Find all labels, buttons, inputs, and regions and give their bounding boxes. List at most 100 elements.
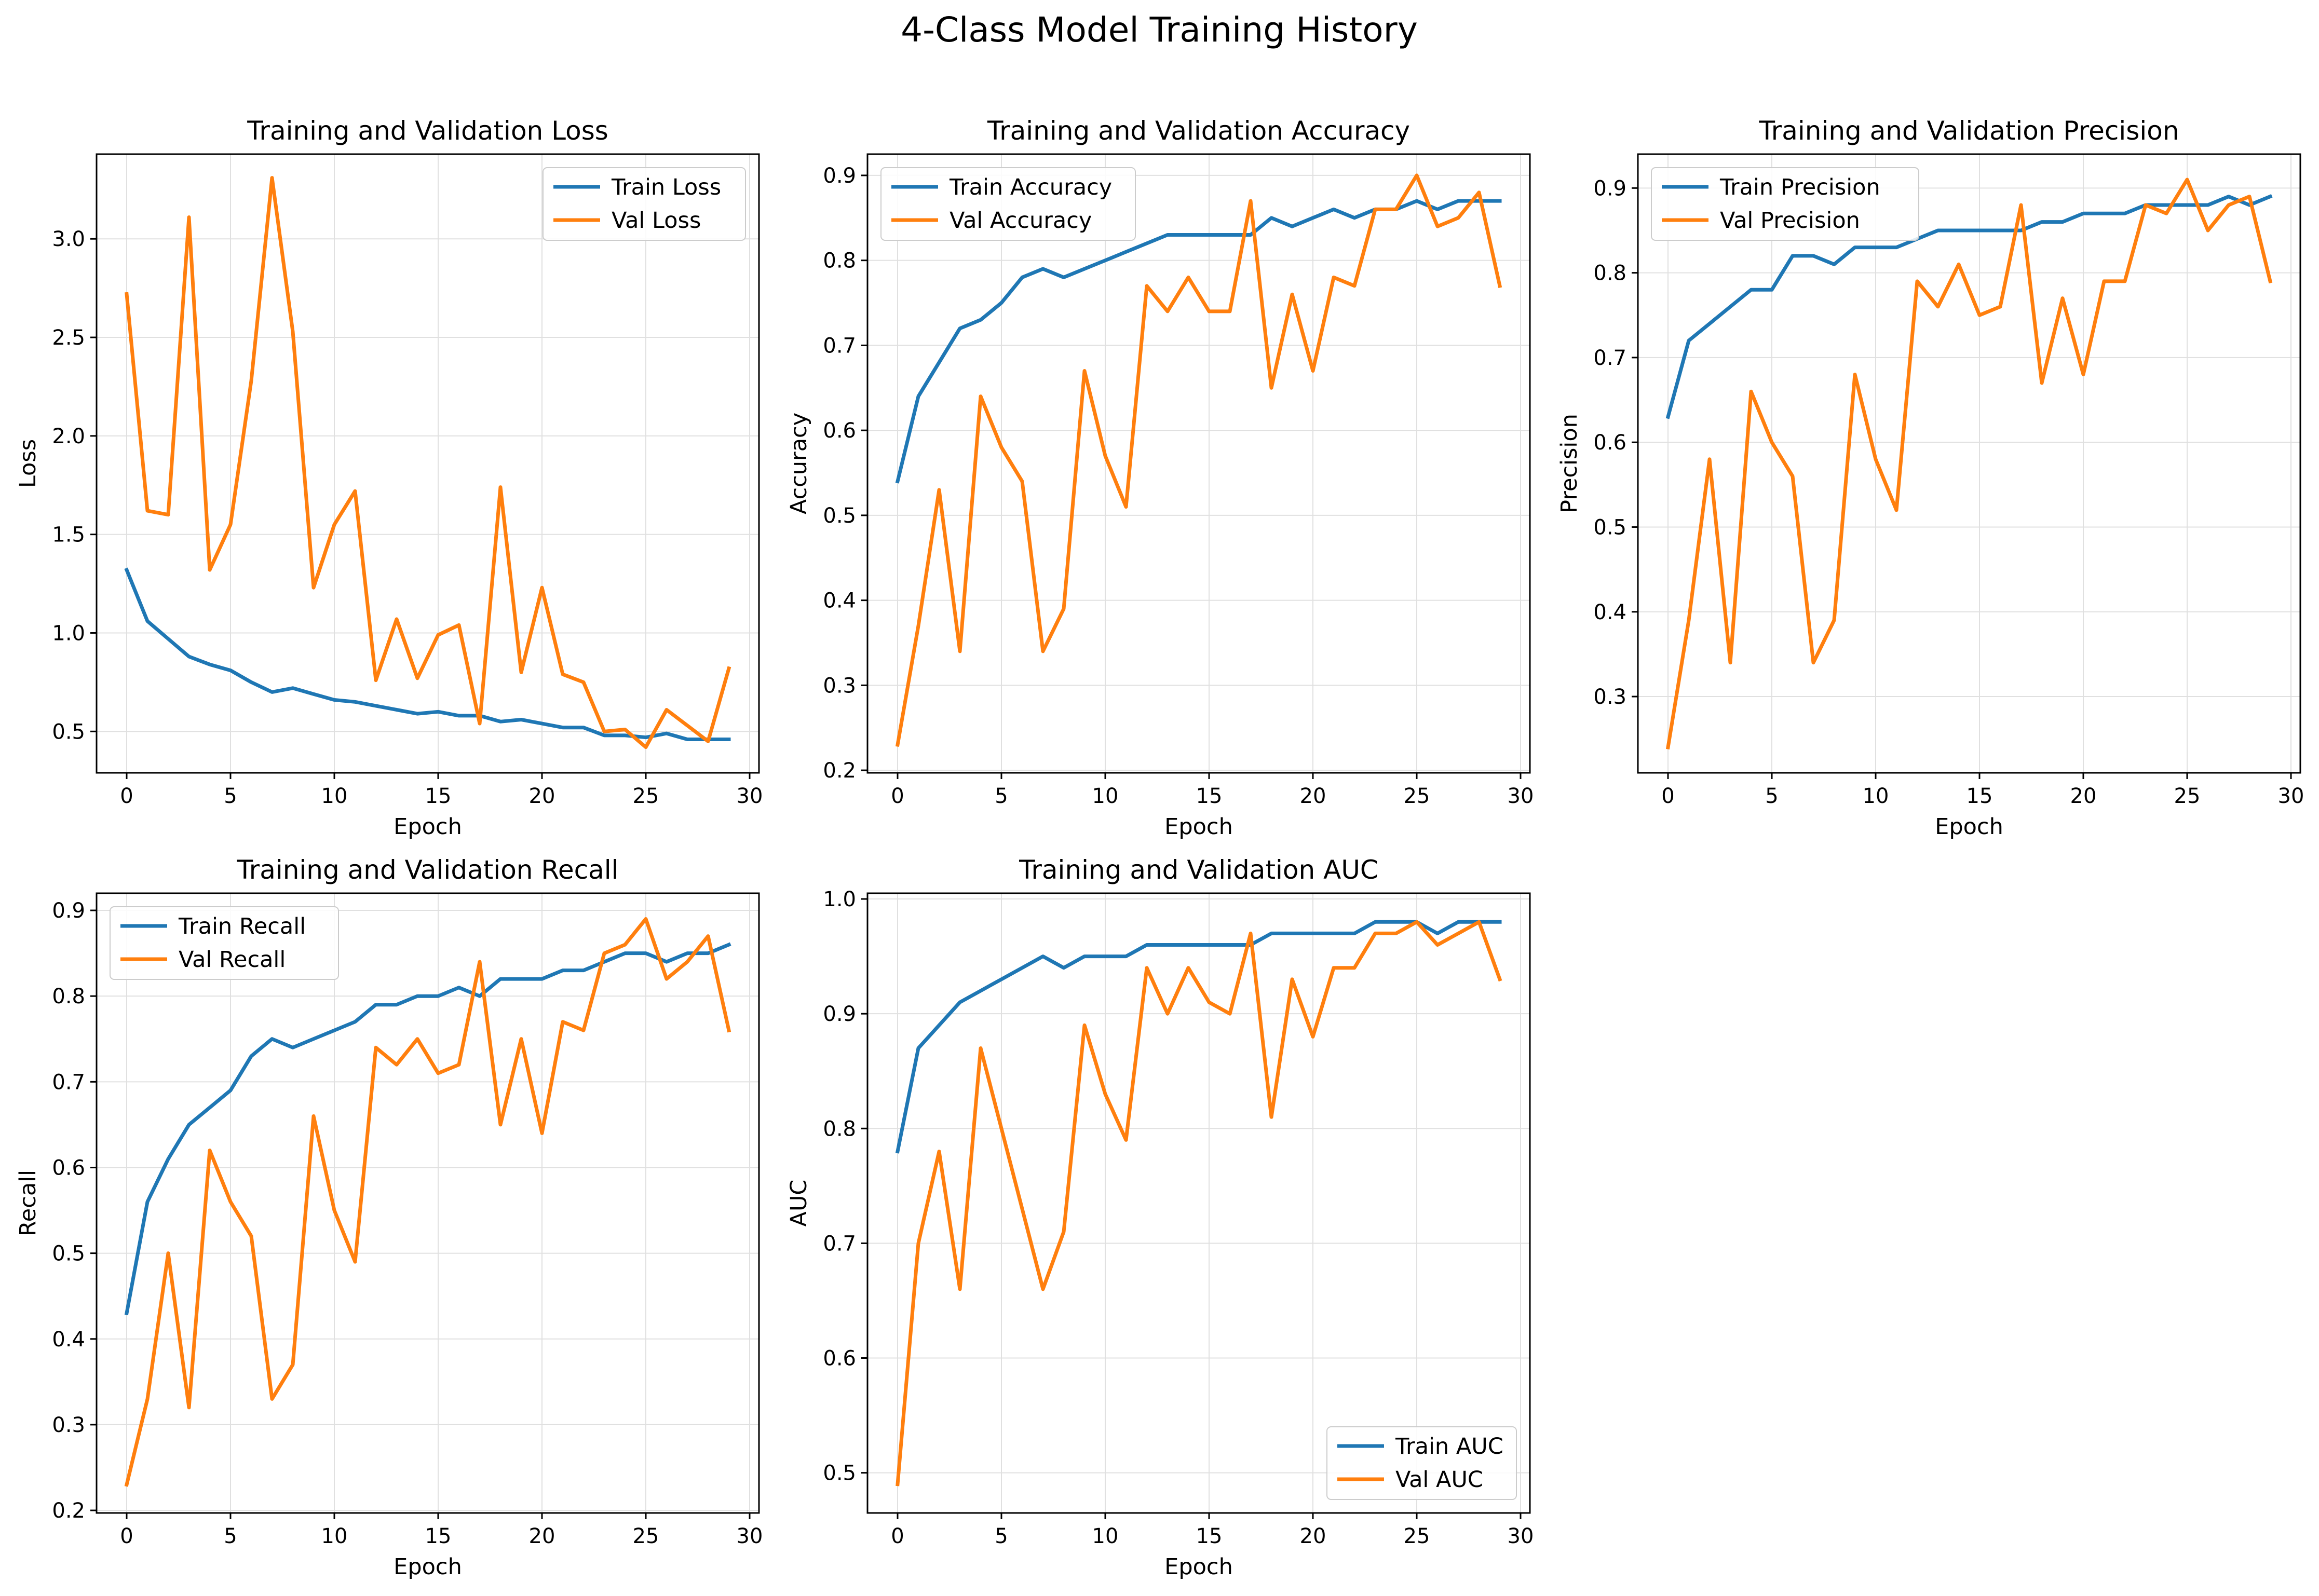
y-tick-label: 0.5 bbox=[1593, 515, 1626, 539]
x-tick-label: 15 bbox=[1196, 784, 1223, 808]
legend-label: Val Accuracy bbox=[950, 208, 1092, 234]
x-tick-label: 20 bbox=[2070, 784, 2097, 808]
x-tick-label: 0 bbox=[1661, 784, 1674, 808]
series-line-train-loss bbox=[124, 567, 731, 741]
y-axis-label: AUC bbox=[786, 1180, 812, 1227]
y-tick-label: 0.9 bbox=[1593, 176, 1626, 200]
y-tick-label: 0.4 bbox=[823, 589, 856, 613]
legend-label: Val Loss bbox=[612, 208, 701, 234]
x-tick-label: 30 bbox=[1508, 784, 1534, 808]
x-axis-label: Epoch bbox=[394, 1554, 462, 1580]
y-tick-label: 0.8 bbox=[823, 1117, 856, 1141]
y-tick-label: 0.7 bbox=[823, 334, 856, 358]
x-axis-label: Epoch bbox=[1164, 1554, 1233, 1580]
y-tick-label: 2.0 bbox=[52, 425, 85, 448]
legend-label: Train Loss bbox=[611, 174, 721, 200]
y-tick-label: 0.7 bbox=[1593, 346, 1626, 370]
y-tick-label: 0.5 bbox=[823, 1462, 856, 1485]
series-line-val-accuracy bbox=[895, 173, 1502, 747]
y-tick-label: 0.5 bbox=[52, 720, 85, 744]
y-tick-label: 0.6 bbox=[52, 1156, 85, 1180]
y-tick-label: 0.5 bbox=[823, 504, 856, 528]
y-axis-label: Accuracy bbox=[786, 413, 812, 514]
series-line-val-loss bbox=[125, 176, 731, 749]
y-tick-label: 0.7 bbox=[823, 1232, 856, 1256]
subplot-accuracy: 0 5 10 15 20 25 30 0.2 0.3 0.4 0.5 0.6 0.7 0.8 0.9 Trai… bbox=[786, 116, 1534, 840]
y-tick-label: 0.4 bbox=[52, 1328, 85, 1352]
y-tick-label: 0.3 bbox=[1593, 685, 1626, 709]
series-line-val-auc bbox=[896, 920, 1502, 1486]
axes-frame bbox=[866, 153, 1531, 774]
y-axis-label: Loss bbox=[15, 439, 41, 488]
subplot-recall: 0 5 10 15 20 25 30 0.2 0.3 0.4 0.5 0.6 0.7 0.8 0.9 Trai… bbox=[15, 855, 763, 1580]
y-tick-label: 0.3 bbox=[52, 1413, 85, 1437]
legend-label: Val Recall bbox=[179, 947, 286, 973]
y-tick-label: 0.9 bbox=[823, 164, 856, 188]
legend: Train Recall Val Recall bbox=[110, 906, 339, 980]
y-tick-label: 0.6 bbox=[823, 419, 856, 443]
subplot-loss: 0 5 10 15 20 25 30 0.5 1.0 1.5 2.0 2.5 3.0 Training a… bbox=[15, 116, 763, 840]
figure-title: 4-Class Model Training History bbox=[901, 10, 1418, 50]
legend: Train Precision Val Precision bbox=[1651, 167, 1919, 241]
y-tick-label: 0.6 bbox=[1593, 431, 1626, 455]
y-axis-label: Recall bbox=[15, 1170, 41, 1236]
subplot-title: Training and Validation Loss bbox=[247, 116, 608, 146]
x-tick-label: 10 bbox=[321, 784, 348, 808]
x-tick-label: 25 bbox=[1404, 1524, 1430, 1548]
x-tick-label: 10 bbox=[321, 1524, 348, 1548]
x-tick-label: 25 bbox=[633, 1524, 659, 1548]
y-tick-label: 0.5 bbox=[52, 1242, 85, 1266]
y-tick-label: 0.6 bbox=[823, 1347, 856, 1371]
x-tick-label: 5 bbox=[995, 1524, 1008, 1548]
x-tick-label: 0 bbox=[120, 1524, 133, 1548]
y-tick-label: 0.3 bbox=[823, 674, 856, 698]
series-line-train-accuracy bbox=[895, 199, 1502, 484]
legend-label: Train Accuracy bbox=[949, 174, 1112, 200]
axes-frame bbox=[866, 892, 1531, 1514]
x-tick-label: 30 bbox=[2278, 784, 2304, 808]
x-tick-label: 5 bbox=[1765, 784, 1778, 808]
x-tick-label: 0 bbox=[891, 1524, 904, 1548]
series-line-train-recall bbox=[124, 942, 731, 1316]
axes-frame bbox=[96, 892, 760, 1514]
x-tick-label: 30 bbox=[1508, 1524, 1534, 1548]
subplot-precision: 0 5 10 15 20 25 30 0.3 0.4 0.5 0.6 0.7 0.8 0.9 Trainin… bbox=[1556, 116, 2304, 840]
series-line-val-recall bbox=[124, 917, 731, 1487]
legend-label: Train AUC bbox=[1395, 1434, 1503, 1459]
legend: Train Loss Val Loss bbox=[543, 167, 746, 241]
x-tick-label: 30 bbox=[737, 1524, 763, 1548]
x-tick-label: 10 bbox=[1863, 784, 1889, 808]
x-tick-label: 25 bbox=[1404, 784, 1430, 808]
x-tick-label: 20 bbox=[529, 784, 555, 808]
x-tick-label: 15 bbox=[1967, 784, 1993, 808]
x-tick-label: 15 bbox=[1196, 1524, 1223, 1548]
x-tick-label: 5 bbox=[995, 784, 1008, 808]
subplot-title: Training and Validation Precision bbox=[1758, 116, 2179, 146]
x-tick-label: 30 bbox=[737, 784, 763, 808]
y-tick-label: 2.5 bbox=[52, 326, 85, 350]
axes-frame bbox=[1637, 153, 2301, 774]
axes-frame bbox=[96, 153, 760, 774]
x-tick-label: 20 bbox=[1300, 784, 1326, 808]
legend-box bbox=[1651, 167, 1919, 241]
y-tick-label: 0.7 bbox=[52, 1070, 85, 1094]
y-tick-label: 3.0 bbox=[52, 227, 85, 251]
x-axis-label: Epoch bbox=[1935, 814, 2003, 840]
y-tick-label: 0.9 bbox=[823, 1002, 856, 1026]
legend-box bbox=[880, 167, 1136, 241]
y-tick-label: 0.2 bbox=[52, 1499, 85, 1523]
y-tick-label: 0.8 bbox=[1593, 262, 1626, 285]
series-line-val-precision bbox=[1665, 178, 2273, 750]
x-tick-label: 10 bbox=[1092, 1524, 1119, 1548]
legend-label: Train Precision bbox=[1719, 174, 1880, 200]
y-tick-label: 0.2 bbox=[823, 759, 856, 783]
y-tick-label: 1.5 bbox=[52, 523, 85, 547]
legend: Train AUC Val AUC bbox=[1326, 1426, 1517, 1500]
x-tick-label: 20 bbox=[529, 1524, 555, 1548]
subplot-auc: 0 5 10 15 20 25 30 0.5 0.6 0.7 0.8 0.9 1.0 Training a… bbox=[786, 855, 1534, 1580]
legend-label: Train Recall bbox=[178, 913, 306, 939]
subplot-title: Training and Validation Accuracy bbox=[987, 116, 1410, 146]
y-axis-label: Precision bbox=[1556, 414, 1582, 513]
subplot-title: Training and Validation Recall bbox=[236, 855, 618, 885]
